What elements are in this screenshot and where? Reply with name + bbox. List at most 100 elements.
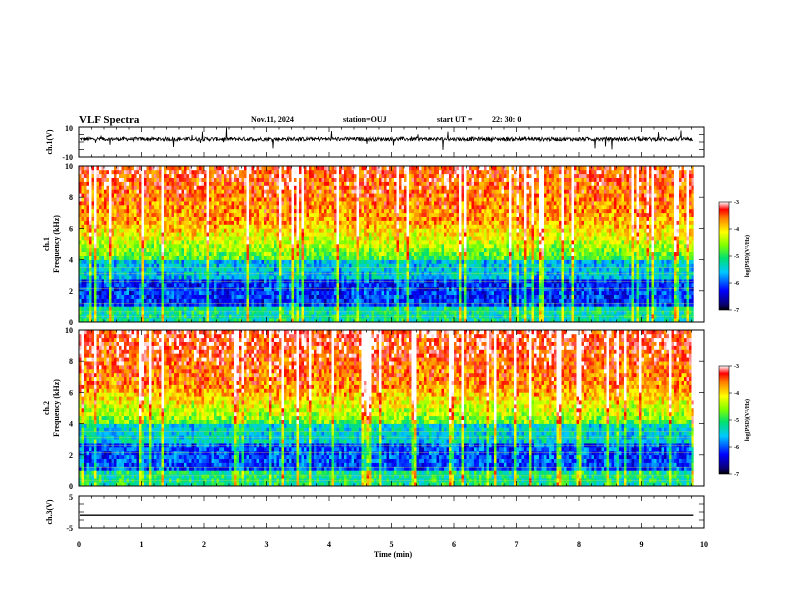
spectrogram-cell: [124, 283, 127, 288]
spectrogram-cell: [189, 212, 192, 217]
spectrogram-cell: [366, 201, 370, 206]
spectrogram-cell: [306, 298, 310, 303]
spectrogram-cell: [291, 220, 295, 225]
spectrogram-cell: [319, 255, 322, 260]
spectrogram-cell: [164, 259, 167, 264]
spectrogram-cell: [109, 212, 112, 217]
spectrogram-cell: [256, 259, 260, 264]
spectrogram-cell: [294, 208, 297, 214]
spectrogram-cell: [109, 189, 112, 194]
spectrogram-cell: [94, 306, 97, 311]
spectrogram-cell: [224, 306, 227, 311]
spectrogram-cell: [106, 181, 110, 186]
spectrogram-cell: [194, 166, 197, 171]
spectrogram-cell: [79, 290, 82, 295]
spectrogram-cell: [184, 310, 187, 315]
spectrogram-cell: [334, 259, 337, 264]
spectrogram-cell: [314, 251, 317, 256]
spectrogram-cell: [156, 201, 160, 206]
spectrogram-cell: [156, 251, 160, 256]
spectrogram-cell: [326, 201, 330, 206]
spectrogram-cell: [209, 259, 212, 264]
spectrogram-cell: [314, 306, 317, 311]
spectrogram-cell: [84, 255, 87, 260]
spectrogram-cell: [244, 306, 247, 311]
spectrogram-cell: [216, 173, 220, 178]
spectrogram-cell: [309, 224, 312, 229]
spectrogram-cell: [231, 224, 235, 229]
spectrogram-cell: [154, 205, 157, 210]
spectrogram-cell: [336, 267, 340, 272]
spectrogram-cell: [154, 166, 157, 171]
spectrogram-cell: [244, 205, 247, 210]
spectrogram-cell: [301, 173, 305, 178]
spectrogram-cell: [174, 251, 177, 256]
spectrogram-cell: [361, 286, 365, 292]
spectrogram-cell: [254, 251, 257, 256]
spectrogram-cell: [126, 212, 130, 217]
spectrogram-cell: [299, 306, 302, 311]
spectrogram-cell: [311, 286, 315, 292]
spectrogram-cell: [174, 240, 177, 245]
spectrogram-cell: [359, 267, 362, 272]
spectrogram-cell: [331, 177, 335, 182]
spectrogram-cell: [369, 208, 372, 214]
spectrogram-cell: [316, 302, 320, 307]
spectrogram-cell: [226, 302, 230, 307]
spectrogram-cell: [129, 244, 132, 249]
spectrogram-cell: [169, 244, 172, 249]
spectrogram-cell: [304, 201, 307, 206]
spectrogram-cell: [334, 247, 337, 253]
spectrogram-cell: [146, 185, 150, 190]
spectrogram-cell: [196, 169, 200, 175]
spectrogram-cell: [231, 185, 235, 190]
spectrogram-cell: [181, 193, 185, 198]
spectrogram-cell: [311, 173, 315, 178]
spectrogram-cell: [276, 236, 280, 241]
spectrogram-cell: [331, 275, 335, 280]
spectrogram-cell: [211, 166, 215, 171]
spectrogram-cell: [144, 189, 147, 194]
spectrogram-cell: [346, 302, 350, 307]
spectrogram-cell: [364, 212, 367, 217]
spectrogram-cell: [334, 232, 337, 237]
spectrogram-cell: [201, 181, 205, 186]
spectrogram-cell: [304, 310, 307, 315]
spectrogram-cell: [299, 212, 302, 217]
spectrogram-cell: [261, 173, 265, 178]
spectrogram-cell: [139, 236, 142, 241]
spectrogram-cell: [371, 232, 375, 237]
spectrogram-cell: [136, 318, 140, 323]
spectrogram-cell: [264, 232, 267, 237]
spectrogram-cell: [289, 240, 292, 245]
spectrogram-cell: [166, 224, 170, 229]
station-label: station=OUJ: [343, 115, 387, 124]
spectrogram-cell: [161, 244, 165, 249]
spectrogram-cell: [196, 197, 200, 202]
spectrogram-cell: [209, 247, 212, 253]
spectrogram-cell: [366, 166, 370, 171]
spectrogram-cell: [291, 228, 295, 233]
spectrogram-cell: [229, 318, 232, 323]
spectrogram-cell: [289, 267, 292, 272]
spectrogram-cell: [309, 189, 312, 194]
spectrogram-cell: [311, 197, 315, 202]
spectrogram-cell: [119, 275, 122, 280]
spectrogram-cell: [349, 255, 352, 260]
spectrogram-cell: [164, 298, 167, 303]
spectrogram-cell: [369, 228, 372, 233]
spectrogram-cell: [196, 294, 200, 299]
spectrogram-cell: [324, 294, 327, 299]
spectrogram-cell: [291, 205, 295, 210]
spectrogram-cell: [121, 255, 125, 260]
spectrogram-cell: [114, 208, 117, 214]
spectrogram-cell: [271, 185, 275, 190]
spectrogram-cell: [316, 169, 320, 175]
spectrogram-cell: [129, 286, 132, 292]
spectrogram-cell: [169, 216, 172, 221]
spectrogram-cell: [154, 263, 157, 268]
spectrogram-cell: [306, 216, 310, 221]
spectrogram-cell: [199, 173, 202, 178]
spectrogram-cell: [149, 166, 152, 171]
spectrogram-cell: [221, 205, 225, 210]
